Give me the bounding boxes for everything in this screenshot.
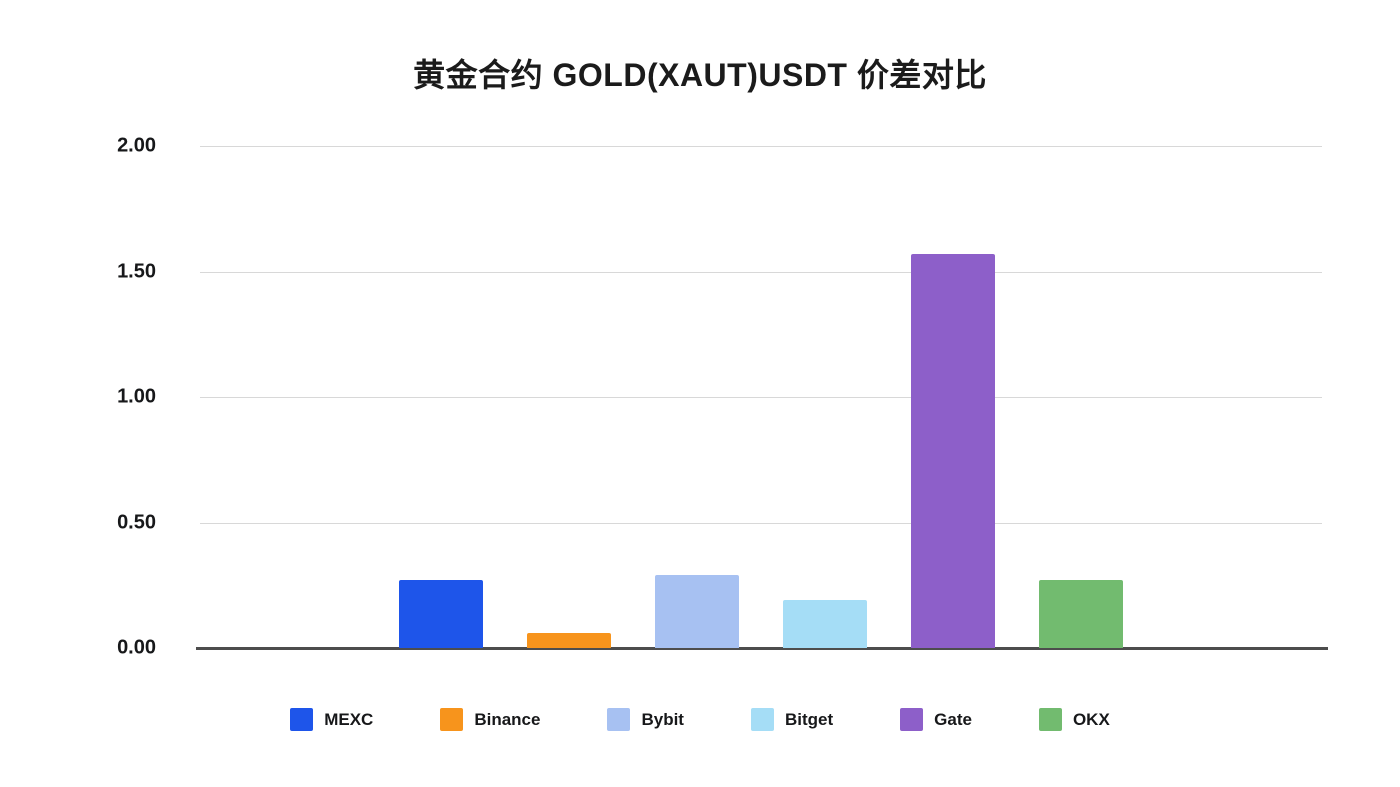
legend-label: Bitget	[784, 709, 834, 729]
legend-label: OKX	[1072, 709, 1110, 729]
legend-item-mexc: MEXC	[290, 708, 373, 731]
legend-label: MEXC	[324, 709, 374, 729]
legend-swatch-bybit	[607, 708, 631, 731]
bar-gate	[911, 253, 995, 648]
legend-item-okx: OKX	[1038, 708, 1110, 731]
legend-item-gate: Gate	[900, 708, 972, 731]
legend-swatch-binance	[440, 708, 464, 731]
x-axis-baseline	[196, 647, 1328, 650]
gridline	[200, 522, 1322, 524]
legend-swatch-gate	[900, 708, 924, 731]
legend-label: Binance	[474, 709, 541, 729]
y-axis-tick-label: 1.50	[117, 260, 156, 282]
y-axis-tick-label: 1.00	[117, 385, 156, 408]
legend-item-bitget: Bitget	[750, 708, 834, 731]
legend-swatch-bitget	[750, 708, 774, 731]
gridline	[200, 146, 1322, 147]
bar-bybit	[655, 575, 739, 648]
gridline	[200, 397, 1322, 398]
bar-okx	[1039, 580, 1123, 648]
y-axis-tick-label: 2.00	[117, 134, 156, 157]
legend-label: Bybit	[641, 709, 684, 729]
chart-title: 黄金合约 GOLD(XAUT)USDT 价差对比	[413, 57, 987, 93]
gridline	[200, 271, 1322, 273]
y-axis-tick-label: 0.50	[117, 511, 156, 533]
bars-group	[200, 253, 1322, 648]
bar-mexc	[399, 580, 483, 648]
legend-swatch-okx	[1038, 708, 1062, 731]
legend-swatch-mexc	[290, 708, 314, 731]
legend-item-bybit: Bybit	[607, 708, 684, 731]
y-axis-tick-label: 0.00	[117, 636, 156, 659]
bar-bitget	[783, 600, 867, 648]
plot-area: 2.00 1.50 1.00 0.50 0.00	[117, 135, 1328, 659]
legend-item-binance: Binance	[440, 708, 540, 731]
legend-label: Gate	[934, 709, 972, 729]
bar-binance	[527, 632, 611, 648]
legend: MEXC Binance Bybit Bitget Gate OKX	[0, 708, 1400, 731]
